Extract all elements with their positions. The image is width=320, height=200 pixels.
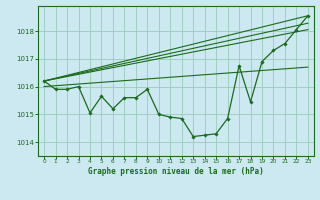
X-axis label: Graphe pression niveau de la mer (hPa): Graphe pression niveau de la mer (hPa) xyxy=(88,167,264,176)
